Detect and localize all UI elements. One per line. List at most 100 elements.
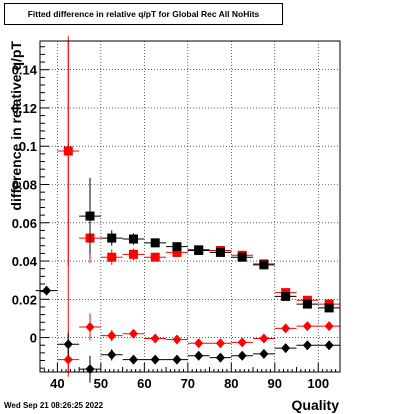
- data-point: [144, 252, 167, 262]
- diamond-marker: [150, 354, 160, 365]
- y-tick-label: 0.06: [12, 216, 37, 231]
- square-marker: [63, 146, 73, 156]
- data-point: [187, 246, 210, 256]
- diamond-marker: [259, 348, 269, 359]
- data-point: [122, 328, 145, 339]
- diamond-marker: [107, 349, 117, 360]
- y-tick-label: 0.14: [12, 63, 38, 78]
- diamond-marker: [281, 343, 291, 354]
- y-tick-label: 0.02: [12, 292, 37, 307]
- data-point: [231, 252, 254, 262]
- square-marker: [215, 247, 225, 257]
- y-tick-label: 0.12: [12, 101, 37, 116]
- data-point: [166, 354, 188, 365]
- diamond-marker: [128, 354, 138, 365]
- diamond-marker: [324, 321, 334, 332]
- square-marker: [172, 242, 182, 252]
- square-marker: [85, 211, 95, 221]
- y-tick-label: 0.04: [12, 254, 38, 269]
- data-point: [253, 333, 275, 344]
- diamond-marker: [194, 350, 204, 361]
- x-tick-label: 40: [50, 376, 64, 391]
- data-point: [253, 260, 275, 270]
- x-tick-label: 70: [181, 376, 195, 391]
- diamond-marker: [63, 354, 73, 365]
- x-tick-label: 90: [268, 376, 282, 391]
- y-tick-label: 0.08: [12, 177, 37, 192]
- diamond-marker: [215, 338, 225, 349]
- square-marker: [107, 252, 117, 262]
- data-point: [100, 329, 123, 342]
- diamond-marker: [259, 333, 269, 344]
- data-point: [231, 337, 254, 348]
- square-marker: [259, 260, 269, 270]
- diamond-marker: [150, 333, 160, 344]
- diamond-marker: [107, 330, 117, 341]
- data-point: [100, 349, 123, 361]
- data-point: [209, 247, 232, 257]
- diamond-marker: [194, 338, 204, 349]
- diamond-marker: [172, 354, 182, 365]
- data-point: [274, 343, 297, 354]
- square-marker: [281, 291, 291, 301]
- data-point: [231, 350, 254, 361]
- square-marker: [302, 299, 312, 309]
- square-marker: [107, 233, 117, 243]
- data-point: [144, 333, 167, 344]
- diamond-marker: [85, 364, 95, 375]
- x-axis-label: Quality: [292, 397, 340, 413]
- data-point: [35, 285, 58, 296]
- x-tick-label: 50: [94, 376, 108, 391]
- data-point: [79, 177, 101, 255]
- diamond-marker: [63, 339, 73, 350]
- data-point: [144, 238, 167, 248]
- data-point: [187, 350, 210, 361]
- diamond-marker: [237, 337, 247, 348]
- diamond-marker: [172, 334, 182, 345]
- data-point: [122, 354, 145, 365]
- diamond-marker: [215, 352, 225, 363]
- square-marker: [194, 246, 204, 256]
- data-point: [187, 338, 210, 349]
- square-marker: [128, 234, 138, 244]
- diamond-marker: [324, 340, 334, 351]
- data-point: [209, 338, 232, 349]
- grid: [40, 41, 340, 372]
- data-point: [144, 354, 167, 365]
- data-point: [296, 321, 319, 332]
- diamond-marker: [85, 322, 95, 333]
- y-axis-label: difference in relative q/pT: [8, 41, 24, 211]
- x-tick-label: 100: [307, 376, 329, 391]
- plot-frame: [39, 40, 341, 373]
- data-marks: [35, 36, 340, 383]
- data-point: [274, 323, 297, 334]
- data-point: [79, 313, 101, 341]
- diamond-marker: [42, 285, 52, 296]
- y-tick-label: 0.1: [19, 139, 37, 154]
- axes: 40 50 60 70 80 90 100 0 0.02 0.04 0.06 0.08 0.1 0.12 0…: [12, 46, 341, 391]
- data-point: [296, 299, 319, 309]
- square-marker: [150, 252, 160, 262]
- diamond-marker: [302, 321, 312, 332]
- data-point: [253, 348, 275, 359]
- data-point: [100, 249, 123, 265]
- y-tick-label: 0: [30, 331, 37, 346]
- x-tick-label: 80: [224, 376, 238, 391]
- diamond-marker: [302, 340, 312, 351]
- data-point: [100, 230, 123, 246]
- data-point: [166, 242, 188, 252]
- data-point: [57, 36, 80, 266]
- square-marker: [237, 252, 247, 262]
- x-tick-label: 60: [137, 376, 151, 391]
- data-point: [57, 332, 80, 356]
- data-point: [318, 303, 340, 313]
- data-point: [122, 248, 145, 261]
- chart-title: Fitted difference in relative q/pT for G…: [4, 3, 283, 25]
- square-marker: [150, 238, 160, 248]
- square-marker: [172, 247, 182, 257]
- square-marker: [324, 303, 334, 313]
- diamond-marker: [128, 328, 138, 339]
- diamond-marker: [281, 323, 291, 334]
- data-point: [122, 233, 145, 245]
